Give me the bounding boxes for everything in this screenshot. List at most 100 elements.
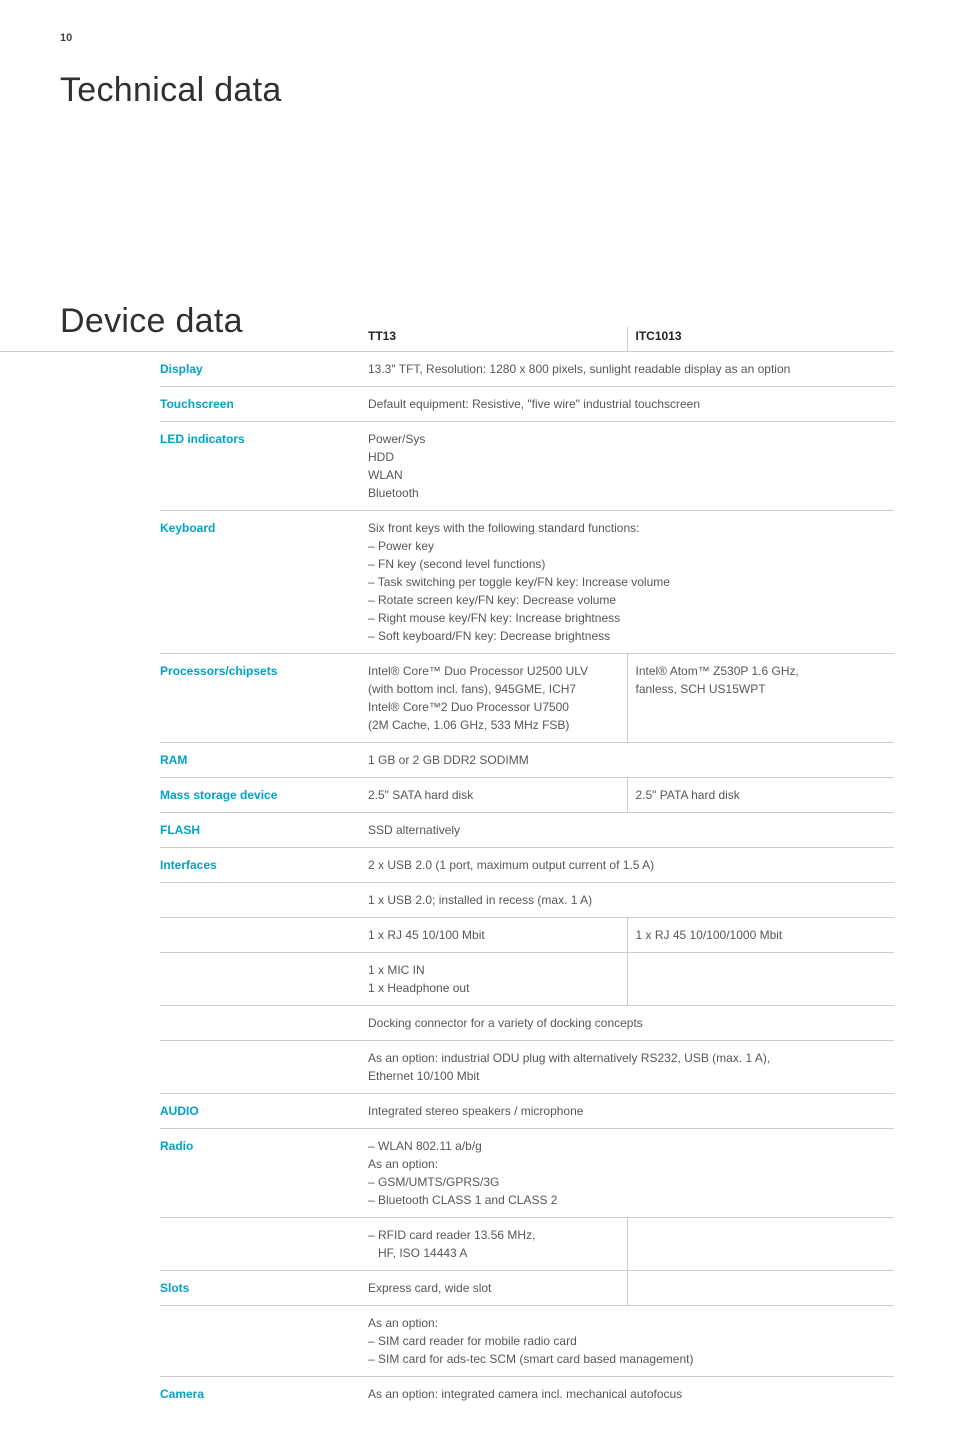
table-row: 1 x USB 2.0; installed in recess (max. 1… — [160, 883, 894, 918]
table-row: Slots Express card, wide slot — [160, 1271, 894, 1306]
text: (2M Cache, 1.06 GHz, 533 MHz FSB) — [368, 716, 619, 734]
text: – GSM/UMTS/GPRS/3G — [368, 1173, 886, 1191]
table-row: RAM 1 GB or 2 GB DDR2 SODIMM — [160, 743, 894, 778]
text: – Bluetooth CLASS 1 and CLASS 2 — [368, 1191, 886, 1209]
text: – Soft keyboard/FN key: Decrease brightn… — [368, 627, 886, 645]
text: Six front keys with the following standa… — [368, 519, 886, 537]
row-label-radio: Radio — [160, 1129, 360, 1217]
table-row: Touchscreen Default equipment: Resistive… — [160, 387, 894, 422]
cell — [628, 1271, 895, 1305]
table-row: Docking connector for a variety of docki… — [160, 1006, 894, 1041]
cell: As an option: – SIM card reader for mobi… — [360, 1306, 894, 1376]
row-label-led: LED indicators — [160, 422, 360, 510]
text: fanless, SCH US15WPT — [636, 680, 887, 698]
section-title: Device data — [60, 296, 360, 351]
row-label-interfaces: Interfaces — [160, 848, 360, 882]
row-label-mass-storage: Mass storage device — [160, 778, 360, 812]
cell: Intel® Atom™ Z530P 1.6 GHz, fanless, SCH… — [628, 654, 895, 742]
cell: Docking connector for a variety of docki… — [360, 1006, 894, 1040]
row-label-slots: Slots — [160, 1271, 360, 1305]
cell: Intel® Core™ Duo Processor U2500 ULV (wi… — [360, 654, 628, 742]
text: – SIM card reader for mobile radio card — [368, 1332, 886, 1350]
text: As an option: — [368, 1314, 886, 1332]
table-row: 1 x RJ 45 10/100 Mbit 1 x RJ 45 10/100/1… — [160, 918, 894, 953]
cell: Power/Sys HDD WLAN Bluetooth — [360, 422, 894, 510]
cell: 1 x RJ 45 10/100 Mbit — [360, 918, 628, 952]
cell: As an option: industrial ODU plug with a… — [360, 1041, 894, 1093]
table-row: FLASH SSD alternatively — [160, 813, 894, 848]
column-header-itc1013: ITC1013 — [628, 327, 895, 351]
cell: 1 x USB 2.0; installed in recess (max. 1… — [360, 883, 894, 917]
cell: Default equipment: Resistive, "five wire… — [360, 387, 894, 421]
text: HF, ISO 14443 A — [368, 1244, 619, 1262]
cell: 2 x USB 2.0 (1 port, maximum output curr… — [360, 848, 894, 882]
text: 1 x Headphone out — [368, 979, 619, 997]
cell: 2.5" PATA hard disk — [628, 778, 895, 812]
row-label-empty — [160, 883, 360, 917]
text: Intel® Core™2 Duo Processor U7500 — [368, 698, 619, 716]
column-header-tt13: TT13 — [360, 327, 628, 351]
text: Ethernet 10/100 Mbit — [368, 1067, 886, 1085]
cell — [628, 953, 895, 1005]
row-label-empty — [160, 953, 360, 1005]
page-number: 10 — [60, 30, 894, 47]
table-row: LED indicators Power/Sys HDD WLAN Blueto… — [160, 422, 894, 511]
text: Intel® Core™ Duo Processor U2500 ULV — [368, 662, 619, 680]
row-label-flash: FLASH — [160, 813, 360, 847]
text: – SIM card for ads-tec SCM (smart card b… — [368, 1350, 886, 1368]
section-header: Device data TT13 ITC1013 — [0, 296, 894, 352]
table-row: AUDIO Integrated stereo speakers / micro… — [160, 1094, 894, 1129]
cell: 2.5" SATA hard disk — [360, 778, 628, 812]
cell: Integrated stereo speakers / microphone — [360, 1094, 894, 1128]
cell: Express card, wide slot — [360, 1271, 628, 1305]
text: – Power key — [368, 537, 886, 555]
text: As an option: — [368, 1155, 886, 1173]
text: – FN key (second level functions) — [368, 555, 886, 573]
table-row: – RFID card reader 13.56 MHz, HF, ISO 14… — [160, 1218, 894, 1271]
cell: 1 GB or 2 GB DDR2 SODIMM — [360, 743, 894, 777]
table-row: Processors/chipsets Intel® Core™ Duo Pro… — [160, 654, 894, 743]
table-row: Mass storage device 2.5" SATA hard disk … — [160, 778, 894, 813]
text: HDD — [368, 448, 886, 466]
text: Bluetooth — [368, 484, 886, 502]
row-label-keyboard: Keyboard — [160, 511, 360, 653]
cell — [628, 1218, 895, 1270]
table-row: Camera As an option: integrated camera i… — [160, 1377, 894, 1411]
text: – Right mouse key/FN key: Increase brigh… — [368, 609, 886, 627]
page-title: Technical data — [60, 65, 894, 116]
text: As an option: industrial ODU plug with a… — [368, 1049, 886, 1067]
row-label-camera: Camera — [160, 1377, 360, 1411]
table-row: Display 13.3" TFT, Resolution: 1280 x 80… — [160, 352, 894, 387]
spec-table: Display 13.3" TFT, Resolution: 1280 x 80… — [160, 352, 894, 1411]
text: 1 x MIC IN — [368, 961, 619, 979]
row-label-empty — [160, 1218, 360, 1270]
row-label-empty — [160, 918, 360, 952]
row-label-empty — [160, 1041, 360, 1093]
table-row: 1 x MIC IN 1 x Headphone out — [160, 953, 894, 1006]
text: – RFID card reader 13.56 MHz, — [368, 1226, 619, 1244]
table-row: As an option: industrial ODU plug with a… — [160, 1041, 894, 1094]
table-row: Interfaces 2 x USB 2.0 (1 port, maximum … — [160, 848, 894, 883]
text: (with bottom incl. fans), 945GME, ICH7 — [368, 680, 619, 698]
text: – Rotate screen key/FN key: Decrease vol… — [368, 591, 886, 609]
cell: Six front keys with the following standa… — [360, 511, 894, 653]
row-label-audio: AUDIO — [160, 1094, 360, 1128]
cell: 1 x MIC IN 1 x Headphone out — [360, 953, 628, 1005]
text: – Task switching per toggle key/FN key: … — [368, 573, 886, 591]
row-label-touchscreen: Touchscreen — [160, 387, 360, 421]
table-row: Keyboard Six front keys with the followi… — [160, 511, 894, 654]
row-label-display: Display — [160, 352, 360, 386]
cell: – WLAN 802.11 a/b/g As an option: – GSM/… — [360, 1129, 894, 1217]
cell: 1 x RJ 45 10/100/1000 Mbit — [628, 918, 895, 952]
text: WLAN — [368, 466, 886, 484]
cell: SSD alternatively — [360, 813, 894, 847]
row-label-ram: RAM — [160, 743, 360, 777]
text: – WLAN 802.11 a/b/g — [368, 1137, 886, 1155]
row-label-empty — [160, 1306, 360, 1376]
text: Intel® Atom™ Z530P 1.6 GHz, — [636, 662, 887, 680]
table-row: As an option: – SIM card reader for mobi… — [160, 1306, 894, 1377]
cell: As an option: integrated camera incl. me… — [360, 1377, 894, 1411]
cell: 13.3" TFT, Resolution: 1280 x 800 pixels… — [360, 352, 894, 386]
row-label-processors: Processors/chipsets — [160, 654, 360, 742]
row-label-empty — [160, 1006, 360, 1040]
